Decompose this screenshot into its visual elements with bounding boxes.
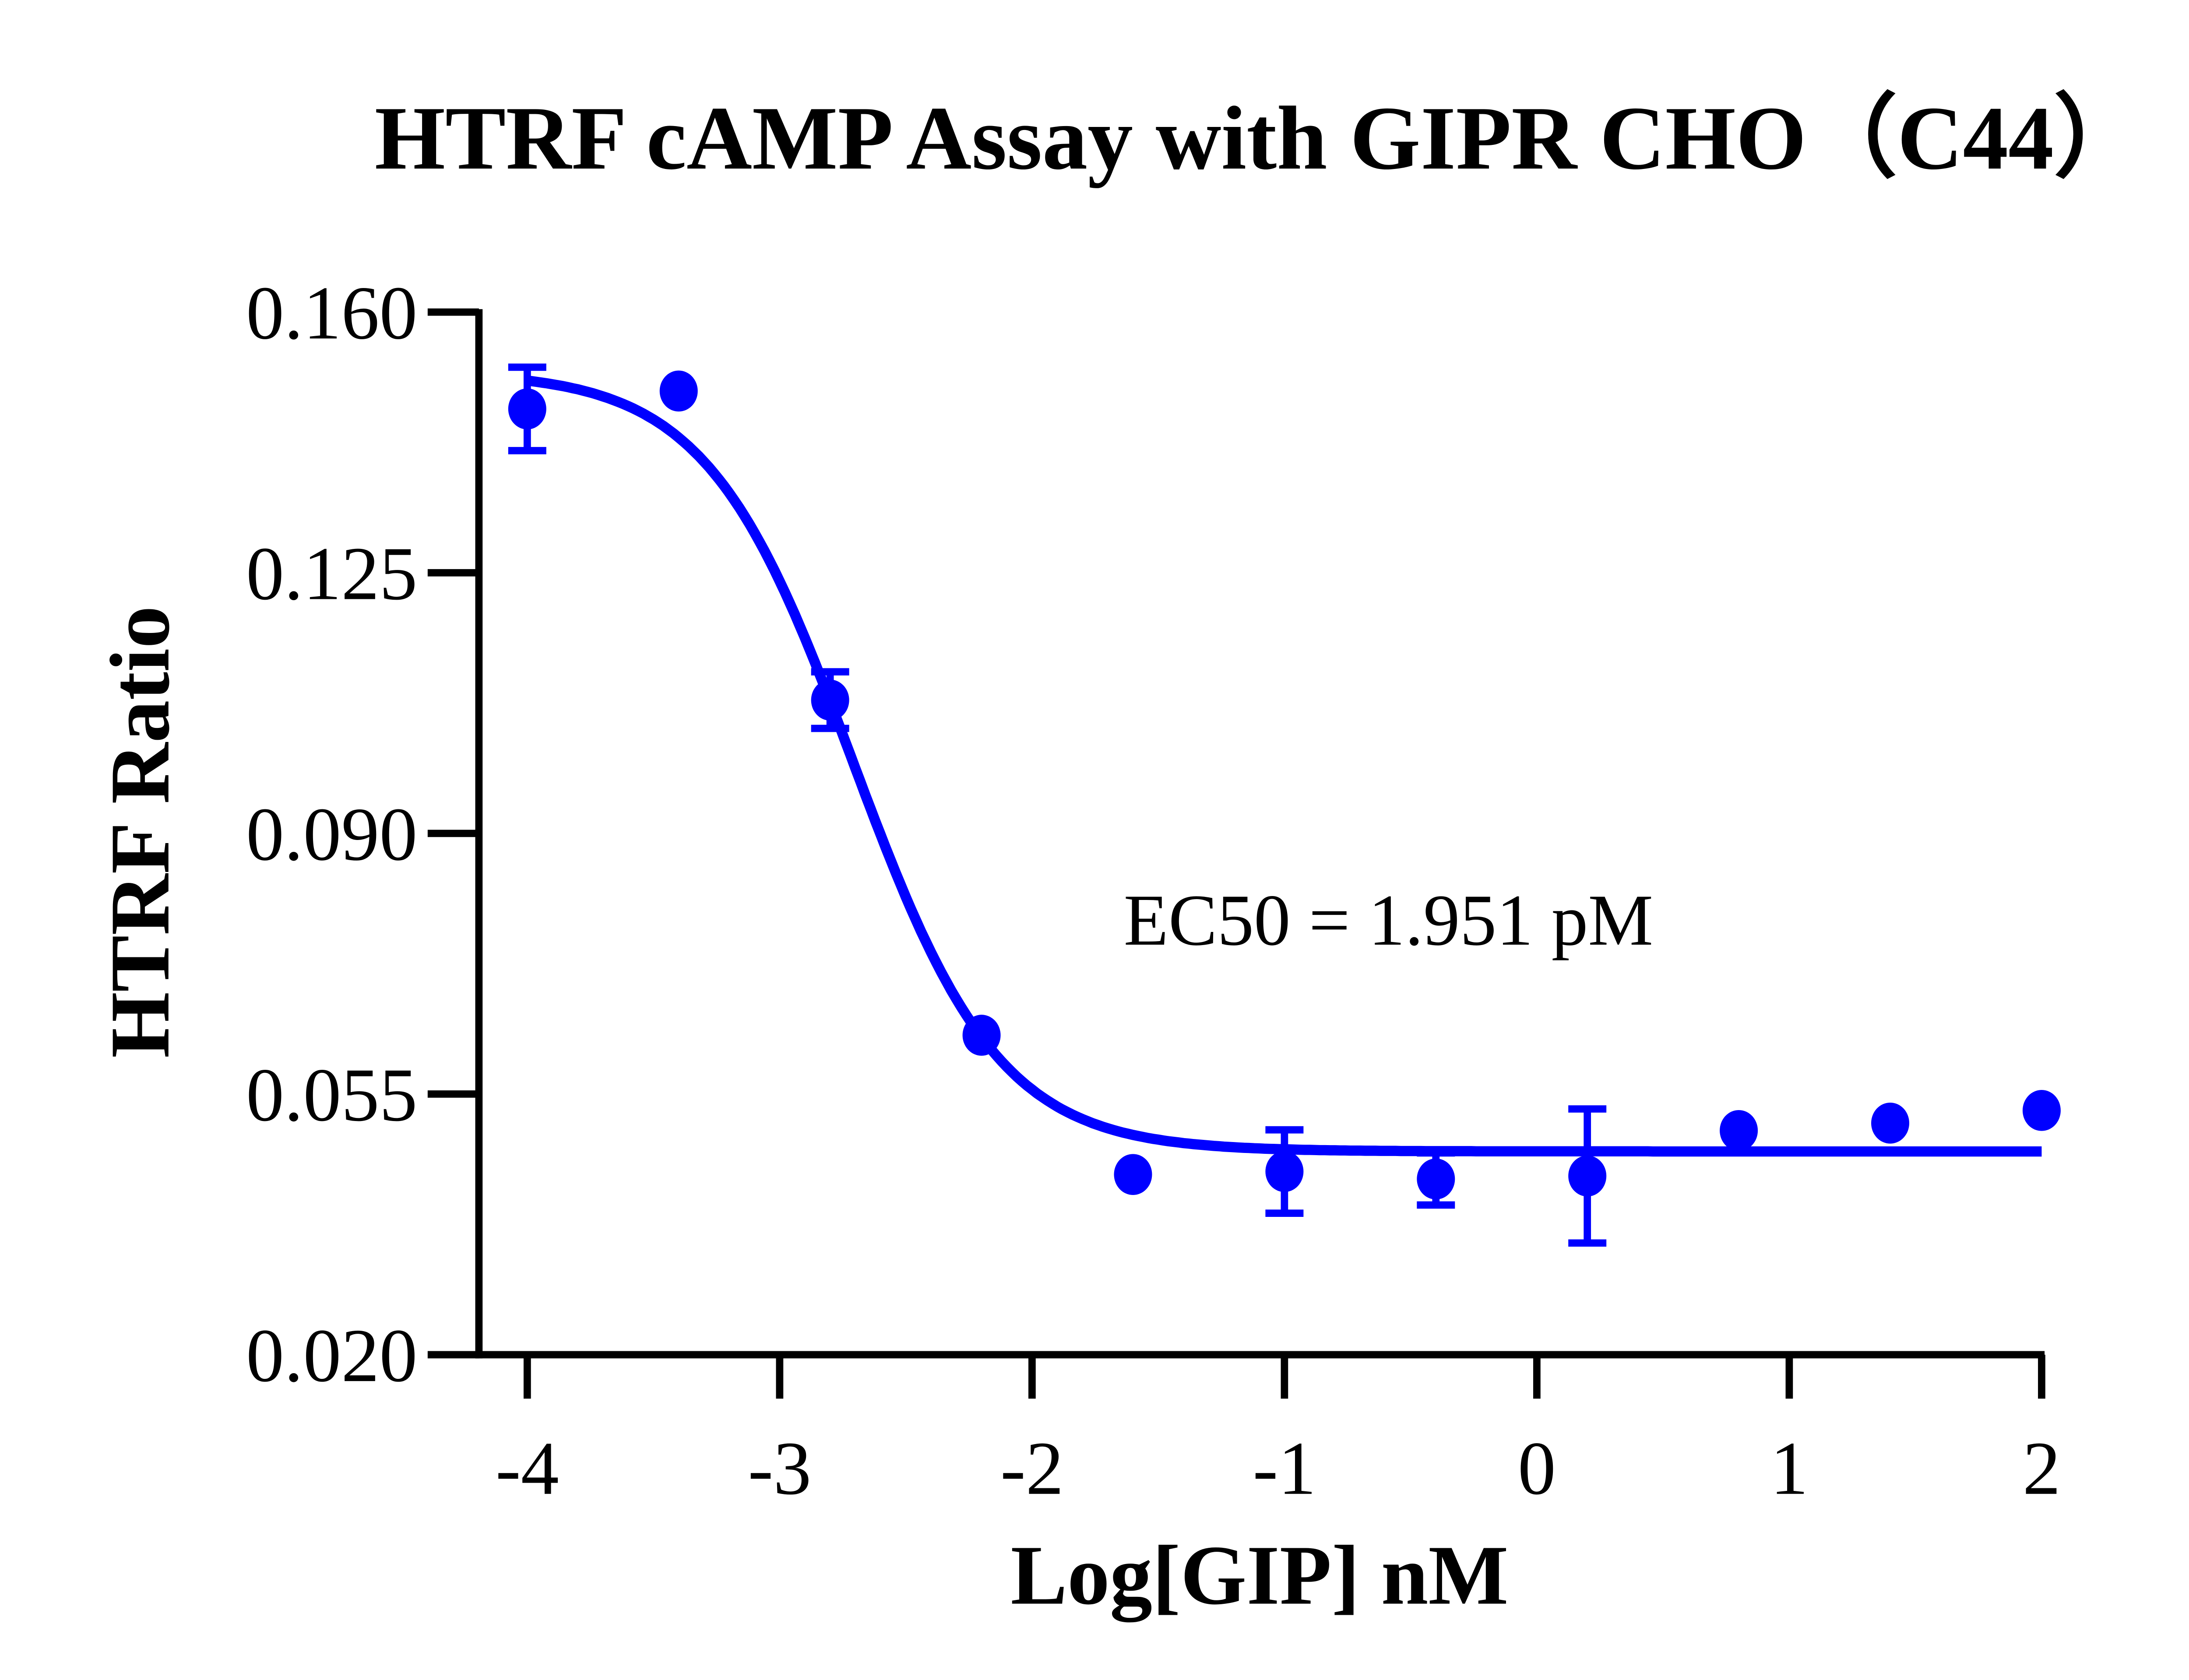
data-point [1114,1154,1152,1195]
x-tick-label: 2 [2023,1426,2061,1511]
data-point [1568,1155,1607,1197]
ec50-annotation: EC50 = 1.951 pM [1124,880,1653,961]
x-tick-label: 0 [1518,1426,1556,1511]
x-tick-label: -2 [1000,1426,1064,1511]
data-marks [508,363,2061,1247]
axes: 0.020 0.055 0.090 0.125 0.160 -4 -3 -2 -1 0 1 2 [246,271,2061,1510]
x-tick-label: -1 [1253,1426,1316,1511]
y-axis-label: HTRF Ratio [93,606,187,1058]
data-point [659,370,698,412]
y-tick-label: 0.125 [246,531,417,616]
x-tick-label: -4 [496,1426,559,1511]
data-point [1871,1102,1910,1144]
x-axis-label: Log[GIP] nM [1010,1528,1508,1623]
data-point [2022,1090,2061,1131]
y-tick-label: 0.020 [246,1313,417,1398]
data-point [1417,1158,1455,1200]
x-tick-label: -3 [748,1426,811,1511]
data-point [508,388,546,430]
data-point [811,679,849,721]
data-point [1720,1110,1758,1151]
data-point [1265,1151,1304,1192]
data-point [962,1015,1001,1056]
chart-title: HTRF cAMP Assay with GIPR CHO（C44） [375,88,2145,188]
y-tick-label: 0.055 [246,1053,417,1137]
y-tick-label: 0.160 [246,271,417,355]
y-tick-label: 0.090 [246,792,417,876]
fit-curve [526,375,2042,1157]
x-tick-label: 1 [1770,1426,1808,1511]
